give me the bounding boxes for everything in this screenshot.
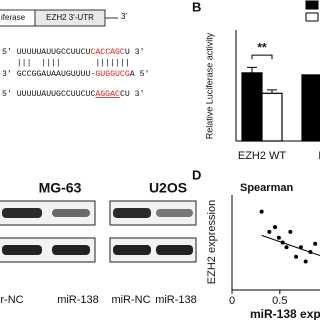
panel-d: D Spearman EZH2 expression miR-138 exp <box>192 167 320 320</box>
seq-part: U 3' <box>125 47 145 57</box>
wt-sequence: 5' UUUUUAUUGCCUUCUCACCAGCU 3' <box>2 47 145 57</box>
scatter-point <box>288 229 293 234</box>
blot-band <box>52 245 90 255</box>
bar <box>261 92 283 142</box>
seq-part: CU 3' <box>120 89 145 99</box>
scatter-point <box>280 240 285 245</box>
blot-band <box>2 208 42 218</box>
construct-label: iferase <box>1 13 26 22</box>
cell-line: U2OS <box>149 180 187 196</box>
seq-highlight: CACCAGC <box>90 48 124 57</box>
x-tick-label: E <box>318 150 320 162</box>
significance-bracket <box>251 54 273 60</box>
x-tick-label: 0.5 <box>272 295 287 307</box>
seq-highlight: AGGAC <box>95 90 120 99</box>
x-tick-label: 0 <box>229 295 235 307</box>
scatter-point <box>267 229 272 234</box>
annotation: ** <box>257 41 267 55</box>
scatter-point <box>276 235 281 240</box>
seq-part: 3' GCCGGAUAAUGUUUU- <box>2 69 95 79</box>
blot-band <box>156 245 193 255</box>
chart-title: Spearman <box>240 182 293 194</box>
legend-swatch <box>305 0 319 10</box>
blot-band <box>113 245 151 255</box>
blot-band <box>52 209 90 217</box>
seq-highlight: GUGGUCG <box>95 70 129 79</box>
scatter-point <box>294 254 299 259</box>
scatter-point <box>303 259 308 264</box>
utr-box <box>34 9 106 27</box>
lane-label: miR-NC <box>111 294 150 306</box>
cell-line: MG-63 <box>39 180 82 196</box>
mut-sequence: 5' UUUUUAUUGCCUUCUCAGGACCU 3' <box>2 89 145 99</box>
x-axis-label: miR-138 exp <box>250 307 320 320</box>
panel-a: iferase EZH2 3'-UTR 3' 5' UUUUUAUUGCCUUC… <box>0 9 149 99</box>
scatter-point <box>313 241 318 246</box>
mir-sequence: 3' GCCGGAUAAUGUUUU-GUGGUCGA 5' <box>2 69 149 79</box>
bar <box>301 74 320 142</box>
error-bar <box>247 66 257 73</box>
blot-band <box>156 209 193 217</box>
blot-band <box>113 208 151 218</box>
lane-label: r-NC <box>0 294 23 306</box>
panel-label: B <box>192 0 201 14</box>
bar <box>241 72 263 142</box>
construct-label: EZH2 3'-UTR <box>46 13 94 22</box>
scatter-point <box>308 250 313 254</box>
seq-part: 5' UUUUUAUUGCCUUCUC <box>2 89 95 99</box>
panel-c: MG-63 U2OS r-NC miR-138 miR-NC miR-138 <box>0 180 197 306</box>
construct-label: 3' <box>121 12 127 21</box>
x-tick-label: EZH2 WT <box>238 150 287 162</box>
error-bar <box>267 89 277 94</box>
lane-label: miR-138 <box>57 294 99 306</box>
lane-label: miR-138 <box>155 294 197 306</box>
y-axis-label: EZH2 expression <box>206 200 218 284</box>
scatter-point <box>298 245 303 250</box>
seq-part: 5' UUUUUAUUGCCUUCU <box>2 47 91 57</box>
y-axis-label: Relative Luciferase activity <box>204 32 214 139</box>
legend-swatch <box>305 12 319 22</box>
scatter-point <box>273 225 278 230</box>
scatter-point <box>284 245 289 250</box>
seq-part: A 5' <box>130 69 150 79</box>
scatter-point <box>259 209 264 214</box>
base-pairs: ||| |||| ||||||| <box>2 58 130 68</box>
panel-label: D <box>192 167 201 182</box>
blot-band <box>2 245 42 255</box>
